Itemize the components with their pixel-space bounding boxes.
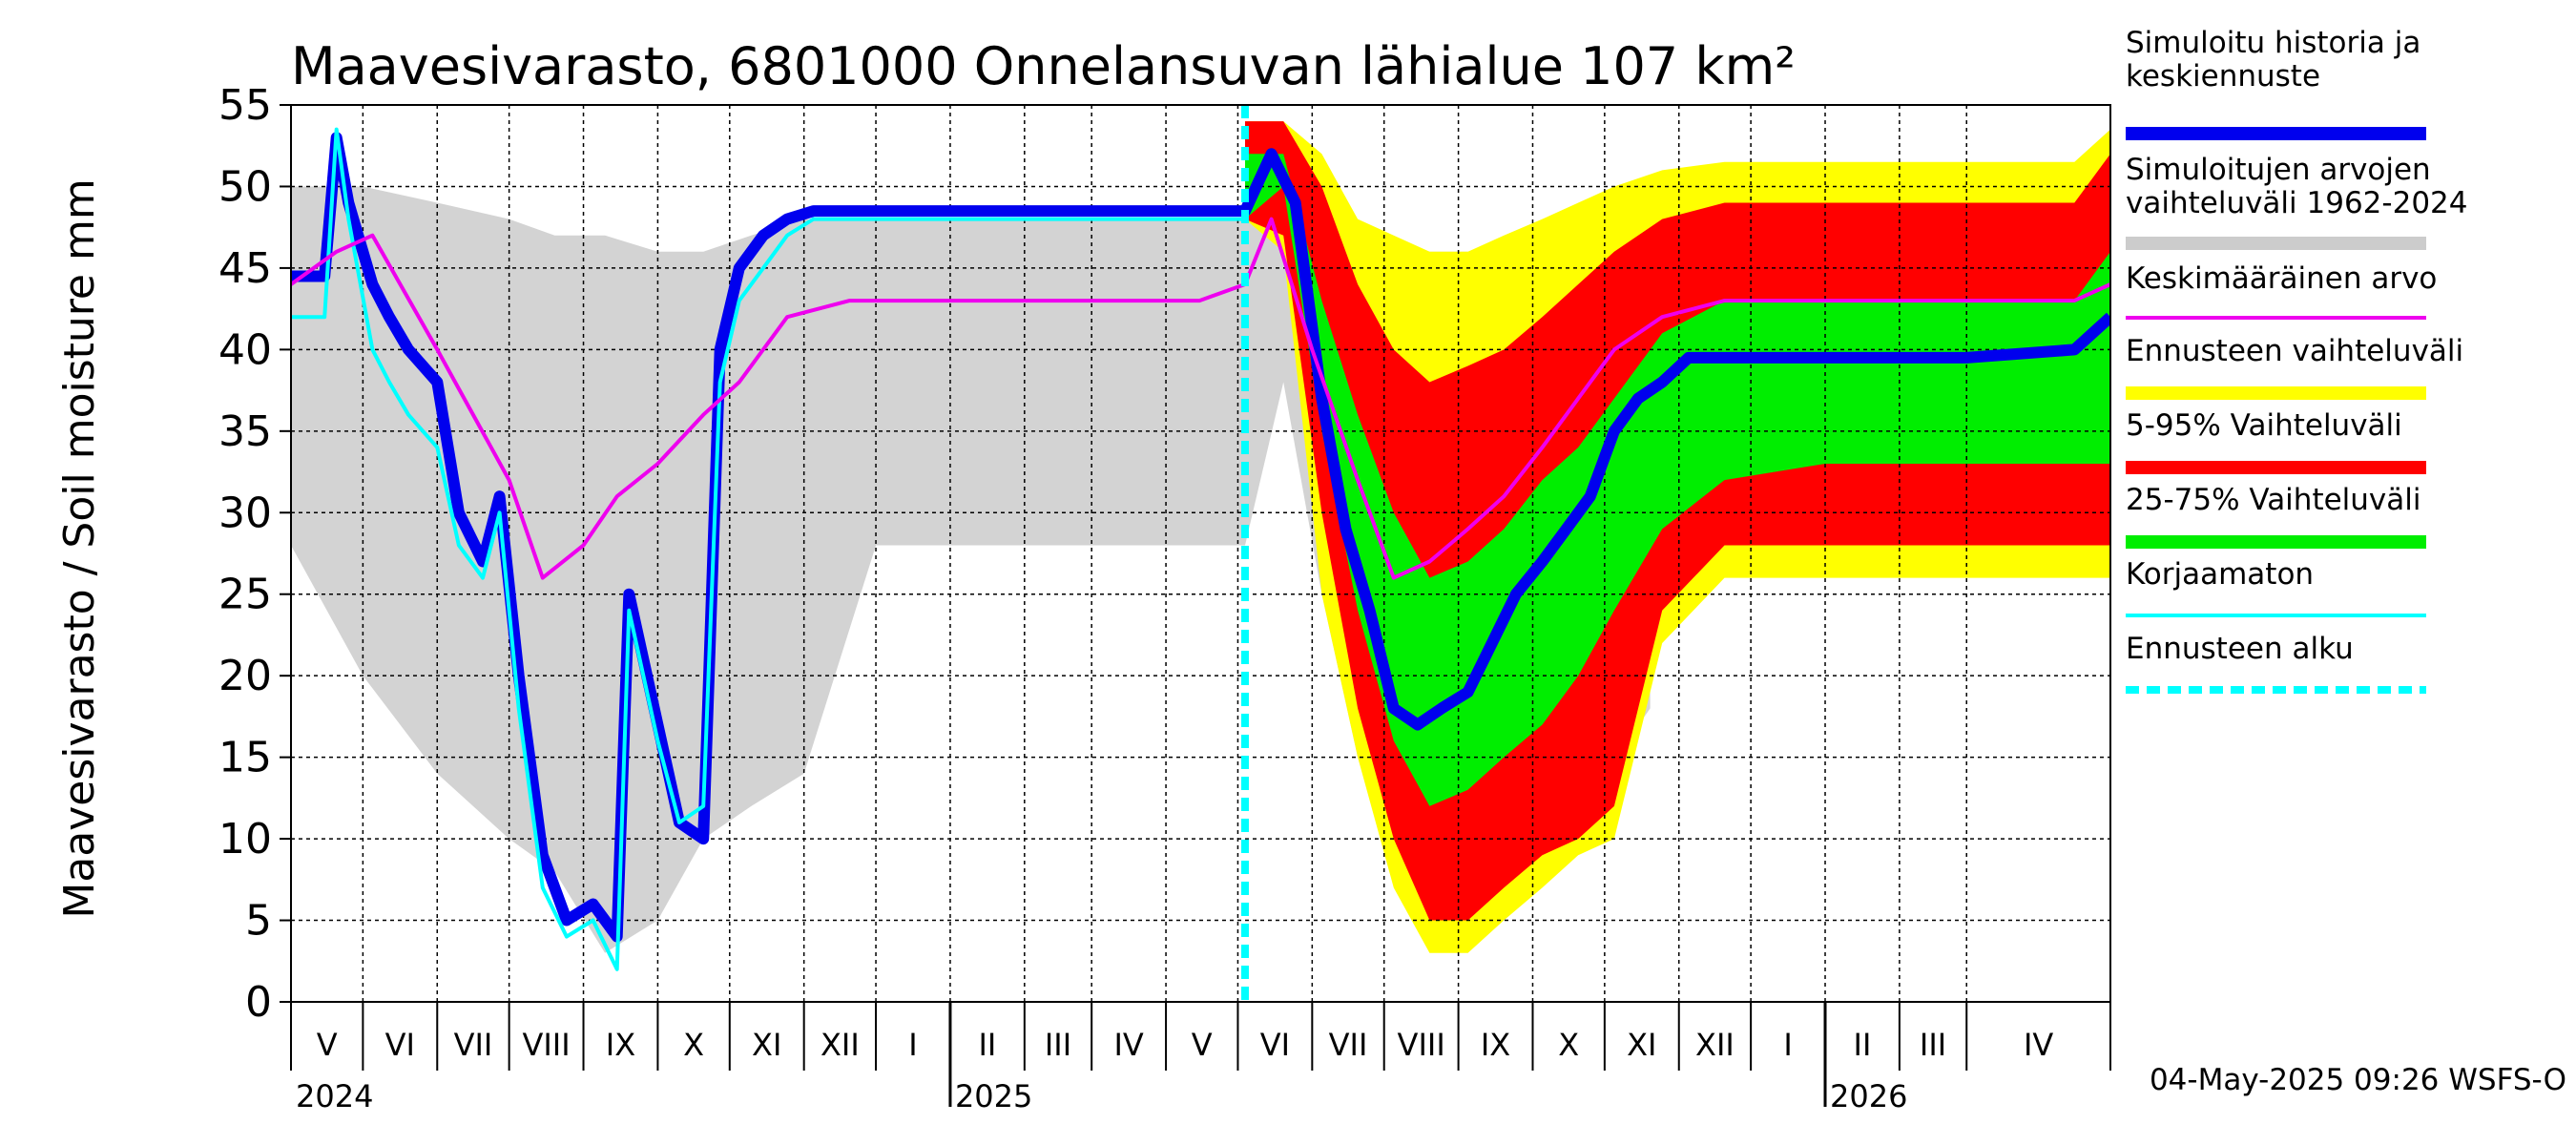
x-month-label: V (1192, 1027, 1213, 1063)
plot-area (291, 105, 2110, 1002)
legend-label: keskiennuste (2126, 59, 2320, 94)
x-month-label: VII (454, 1027, 493, 1063)
x-year-label: 2026 (1830, 1078, 1907, 1114)
y-tick-label: 55 (218, 81, 272, 130)
x-axis: V VI VII VIII IX X XI XII I II III IV V VI VII VIII IX X X… (290, 1002, 2111, 1114)
legend-label: 25-75% Vaihteluväli (2126, 483, 2421, 517)
x-month-label: IX (1481, 1027, 1510, 1063)
legend-label: 5-95% Vaihteluväli (2126, 408, 2402, 443)
y-tick-label: 30 (218, 489, 272, 537)
x-month-label: III (1045, 1027, 1071, 1063)
x-month-label: XII (821, 1027, 860, 1063)
x-month-label: VIII (1398, 1027, 1445, 1063)
x-month-label: X (1558, 1027, 1579, 1063)
grid-layer (291, 105, 2110, 1002)
series-line-0 (291, 132, 2110, 943)
x-month-label: XI (1627, 1027, 1656, 1063)
x-year-label: 2024 (296, 1078, 373, 1114)
x-month-label: I (908, 1027, 917, 1063)
x-month-label: IV (1113, 1027, 1143, 1063)
x-month-label: III (1920, 1027, 1946, 1063)
legend-label: Ennusteen alku (2126, 632, 2354, 666)
y-axis-ticks: 0 5 10 15 20 25 30 35 40 45 50 55 (218, 81, 291, 1027)
x-month-label: IV (2024, 1027, 2053, 1063)
footer-timestamp: 04-May-2025 09:26 WSFS-O (2150, 1063, 2566, 1097)
legend-label: Ennusteen vaihteluväli (2126, 334, 2463, 368)
x-month-label: VIII (522, 1027, 570, 1063)
y-tick-label: 0 (245, 978, 272, 1027)
y-tick-label: 5 (245, 897, 272, 946)
y-tick-label: 40 (218, 325, 272, 374)
y-tick-label: 45 (218, 244, 272, 293)
legend-label: vaihteluväli 1962-2024 (2126, 186, 2467, 220)
y-tick-label: 20 (218, 652, 272, 700)
x-month-label: II (978, 1027, 996, 1063)
x-month-label: II (1854, 1027, 1872, 1063)
y-tick-label: 50 (218, 162, 272, 211)
x-month-label: I (1783, 1027, 1792, 1063)
x-month-label: X (683, 1027, 704, 1063)
x-month-label: VI (385, 1027, 415, 1063)
legend-label: Korjaamaton (2126, 557, 2314, 592)
x-month-label: VI (1260, 1027, 1290, 1063)
band-3 (1245, 154, 2110, 806)
y-tick-label: 10 (218, 815, 272, 864)
y-tick-label: 15 (218, 734, 272, 782)
x-month-label: V (317, 1027, 338, 1063)
series-line-1 (291, 127, 1245, 971)
legend-label: Keskimääräinen arvo (2126, 261, 2437, 296)
lines-layer (291, 105, 2110, 1002)
x-month-label: IX (606, 1027, 635, 1063)
chart-title: Maavesivarasto, 6801000 Onnelansuvan läh… (291, 36, 1796, 96)
legend-label: Simuloitujen arvojen (2126, 153, 2431, 187)
x-year-label: 2025 (955, 1078, 1032, 1114)
x-month-label: XI (752, 1027, 781, 1063)
y-tick-label: 25 (218, 571, 272, 619)
x-month-label: VII (1329, 1027, 1368, 1063)
y-axis-label: Maavesivarasto / Soil moisture mm (55, 178, 104, 918)
x-month-label: XII (1695, 1027, 1735, 1063)
legend-label: Simuloitu historia ja (2126, 26, 2420, 60)
plot-frame (290, 104, 2111, 1003)
y-tick-label: 35 (218, 407, 272, 456)
